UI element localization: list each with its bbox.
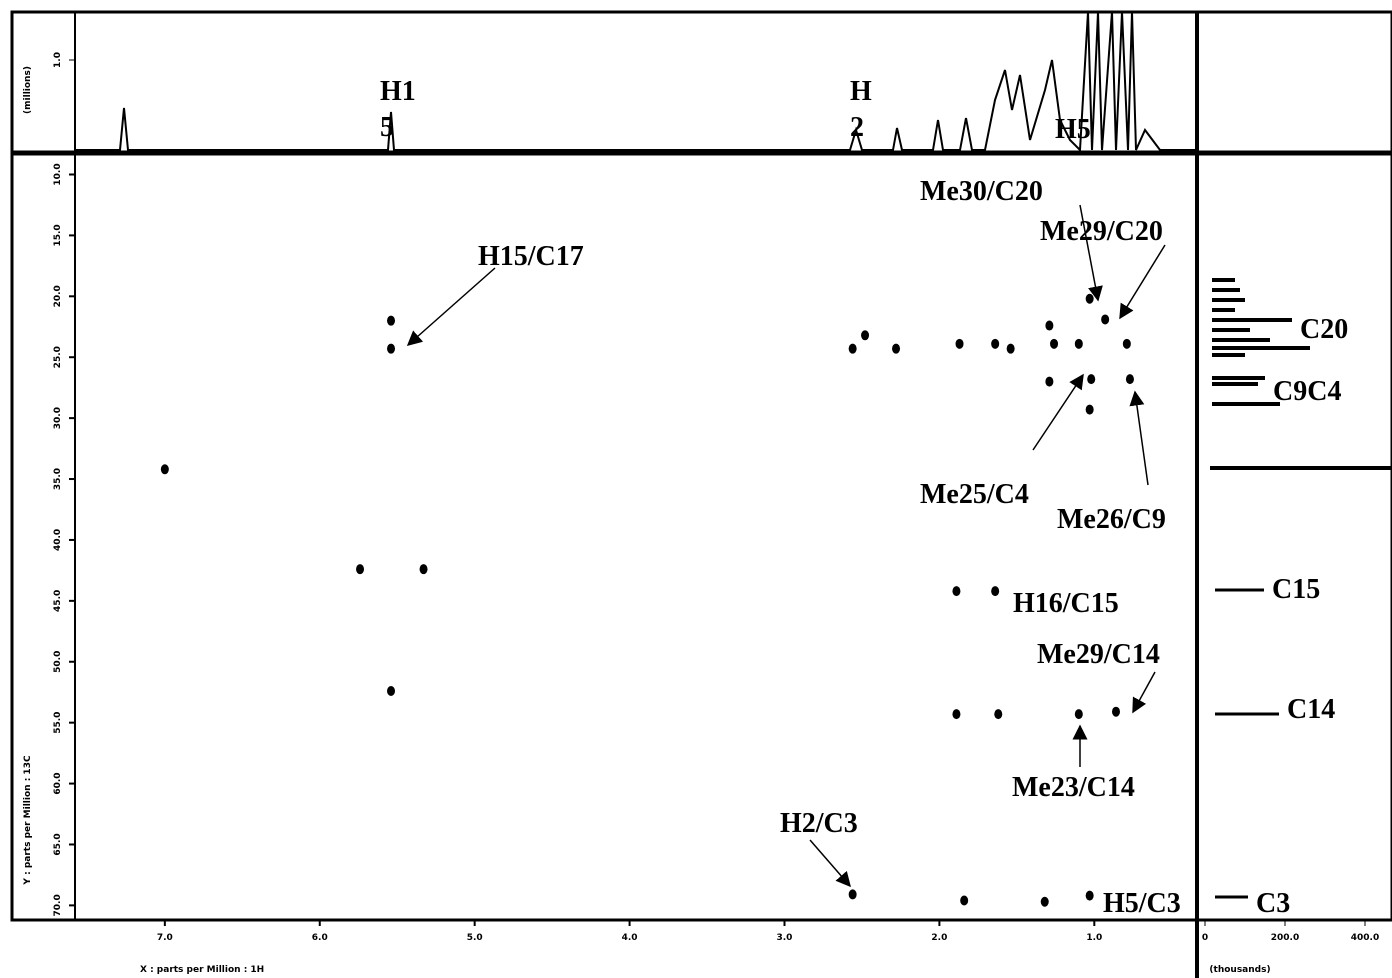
x-tick-label: 6.0 (312, 933, 328, 943)
cross-peak (952, 709, 961, 720)
y-tick-label: 15.0 (53, 224, 63, 246)
y-tick-label: 40.0 (53, 529, 63, 551)
x-tick-label: 3.0 (777, 933, 793, 943)
right-projection-tick-label: 200.0 (1271, 933, 1299, 943)
y-tick-label: 50.0 (53, 651, 63, 673)
y-tick-label: 55.0 (53, 712, 63, 734)
cross-peak (861, 330, 870, 341)
annotation: H5/C3 (1103, 888, 1181, 919)
carbon-label: C20 (1300, 314, 1348, 345)
carbon-label: C3 (1256, 888, 1290, 919)
x-tick-label: 2.0 (931, 933, 947, 943)
annotation: H16/C15 (1013, 588, 1119, 619)
cross-peak (848, 343, 857, 354)
cross-peak (991, 338, 1000, 349)
annotation-arrow (1132, 671, 1156, 714)
cross-peak (960, 895, 969, 906)
annotation: Me30/C20 (920, 176, 1043, 207)
cross-peak (994, 709, 1003, 720)
y-tick-label: 65.0 (53, 833, 63, 855)
cross-peak (387, 315, 396, 326)
cross-peak (1006, 343, 1015, 354)
carbon-label: C15 (1272, 574, 1320, 605)
x-tick-label: 7.0 (157, 933, 173, 943)
right-projection-label: (thousands) (1209, 965, 1270, 975)
projection-label: 5 (380, 112, 394, 143)
cross-peak (1085, 293, 1094, 304)
cross-peak (356, 564, 365, 575)
cross-peak (848, 889, 857, 900)
cross-peak (1101, 314, 1110, 325)
top-projection-tick-label: 1.0 (53, 52, 63, 68)
y-tick-label: 70.0 (53, 894, 63, 916)
annotation: H15/C17 (478, 241, 584, 272)
y-tick-label: 60.0 (53, 772, 63, 794)
cross-peak (1040, 896, 1049, 907)
annotation: Me25/C4 (920, 479, 1029, 510)
cross-peak (892, 343, 901, 354)
y-tick-label: 45.0 (53, 590, 63, 612)
annotation: Me29/C14 (1037, 639, 1160, 670)
cross-peak (1074, 338, 1083, 349)
annotation: Me29/C20 (1040, 216, 1163, 247)
projection-label: H1 (380, 76, 416, 107)
cross-peak (1074, 709, 1083, 720)
cross-peak (1125, 374, 1134, 385)
x-tick-label: 5.0 (467, 933, 483, 943)
cross-peak (1087, 374, 1096, 385)
cross-peak (955, 338, 964, 349)
annotation: Me26/C9 (1057, 504, 1166, 535)
carbon-label: C9C4 (1273, 376, 1341, 407)
carbon-label: C14 (1287, 694, 1335, 725)
x-axis-label: X : parts per Million : 1H (140, 965, 264, 975)
annotation-arrow (1129, 390, 1149, 486)
cross-peak (1122, 338, 1131, 349)
cross-peak (952, 586, 961, 597)
annotation-arrow (1032, 373, 1084, 451)
cross-peak (387, 343, 396, 354)
cross-peak (1045, 376, 1054, 387)
right-projection-tick-label: 400.0 (1351, 933, 1379, 943)
cross-peak (387, 685, 396, 696)
annotation: Me23/C14 (1012, 772, 1135, 803)
annotation-arrow (809, 839, 851, 888)
right-projection-tick-label: 0 (1202, 933, 1208, 943)
x-tick-label: 1.0 (1086, 933, 1102, 943)
x-tick-label: 4.0 (622, 933, 638, 943)
projection-label: H (850, 76, 872, 107)
cross-peak (419, 564, 428, 575)
cross-peak (991, 586, 1000, 597)
y-tick-label: 30.0 (53, 407, 63, 429)
y-tick-label: 10.0 (53, 163, 63, 185)
cross-peak (1045, 320, 1054, 331)
projection-label: H5 (1055, 114, 1091, 145)
y-tick-label: 25.0 (53, 346, 63, 368)
cross-peak (1085, 890, 1094, 901)
y-tick-label: 20.0 (53, 285, 63, 307)
annotation-arrow (1119, 244, 1166, 320)
annotation-arrow (406, 267, 496, 346)
proton-projection (75, 11, 1195, 153)
annotation: H2/C3 (780, 808, 858, 839)
cross-peak (1111, 706, 1120, 717)
y-axis-label: Y : parts per Million : 13C (23, 755, 33, 886)
projection-label: 2 (850, 112, 864, 143)
annotation-arrow (1079, 204, 1103, 302)
y-tick-label: 35.0 (53, 468, 63, 490)
cross-peak (1085, 404, 1094, 415)
cross-peak (160, 464, 169, 475)
top-projection-label: (millions) (23, 66, 33, 114)
cross-peak (1050, 338, 1059, 349)
